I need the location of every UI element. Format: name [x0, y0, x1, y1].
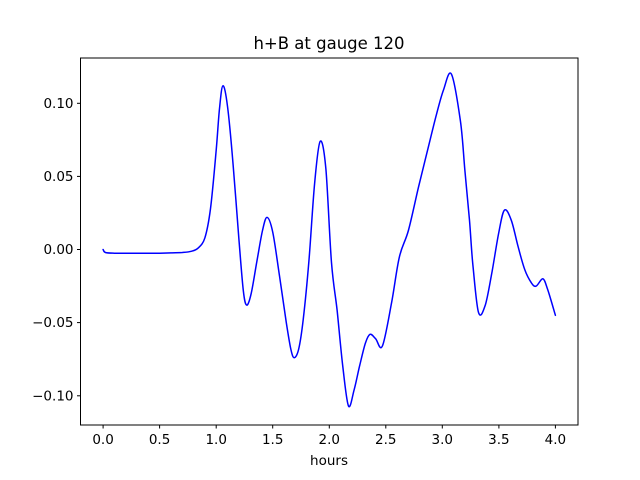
x-tick-label: 2.5: [375, 432, 396, 448]
y-tick-label: 0.10: [43, 96, 73, 112]
y-tick-label: 0.00: [43, 242, 73, 258]
x-tick-label: 0.5: [149, 432, 170, 448]
data-line: [102, 72, 557, 408]
x-axis-label: hours: [310, 453, 348, 469]
x-tick-label: 2.0: [319, 432, 340, 448]
x-tick-label: 4.0: [545, 432, 566, 448]
y-tick-label: 0.05: [43, 169, 73, 185]
y-tick-label: −0.05: [32, 315, 73, 331]
x-tick-label: 0.0: [92, 432, 113, 448]
x-tick-label: 3.0: [432, 432, 453, 448]
x-tick-label: 1.5: [262, 432, 283, 448]
chart-title: h+B at gauge 120: [253, 34, 405, 53]
plot-border: [80, 57, 579, 426]
x-tick-label: 3.5: [488, 432, 509, 448]
x-tick-label: 1.0: [205, 432, 226, 448]
y-tick-label: −0.10: [32, 388, 73, 404]
